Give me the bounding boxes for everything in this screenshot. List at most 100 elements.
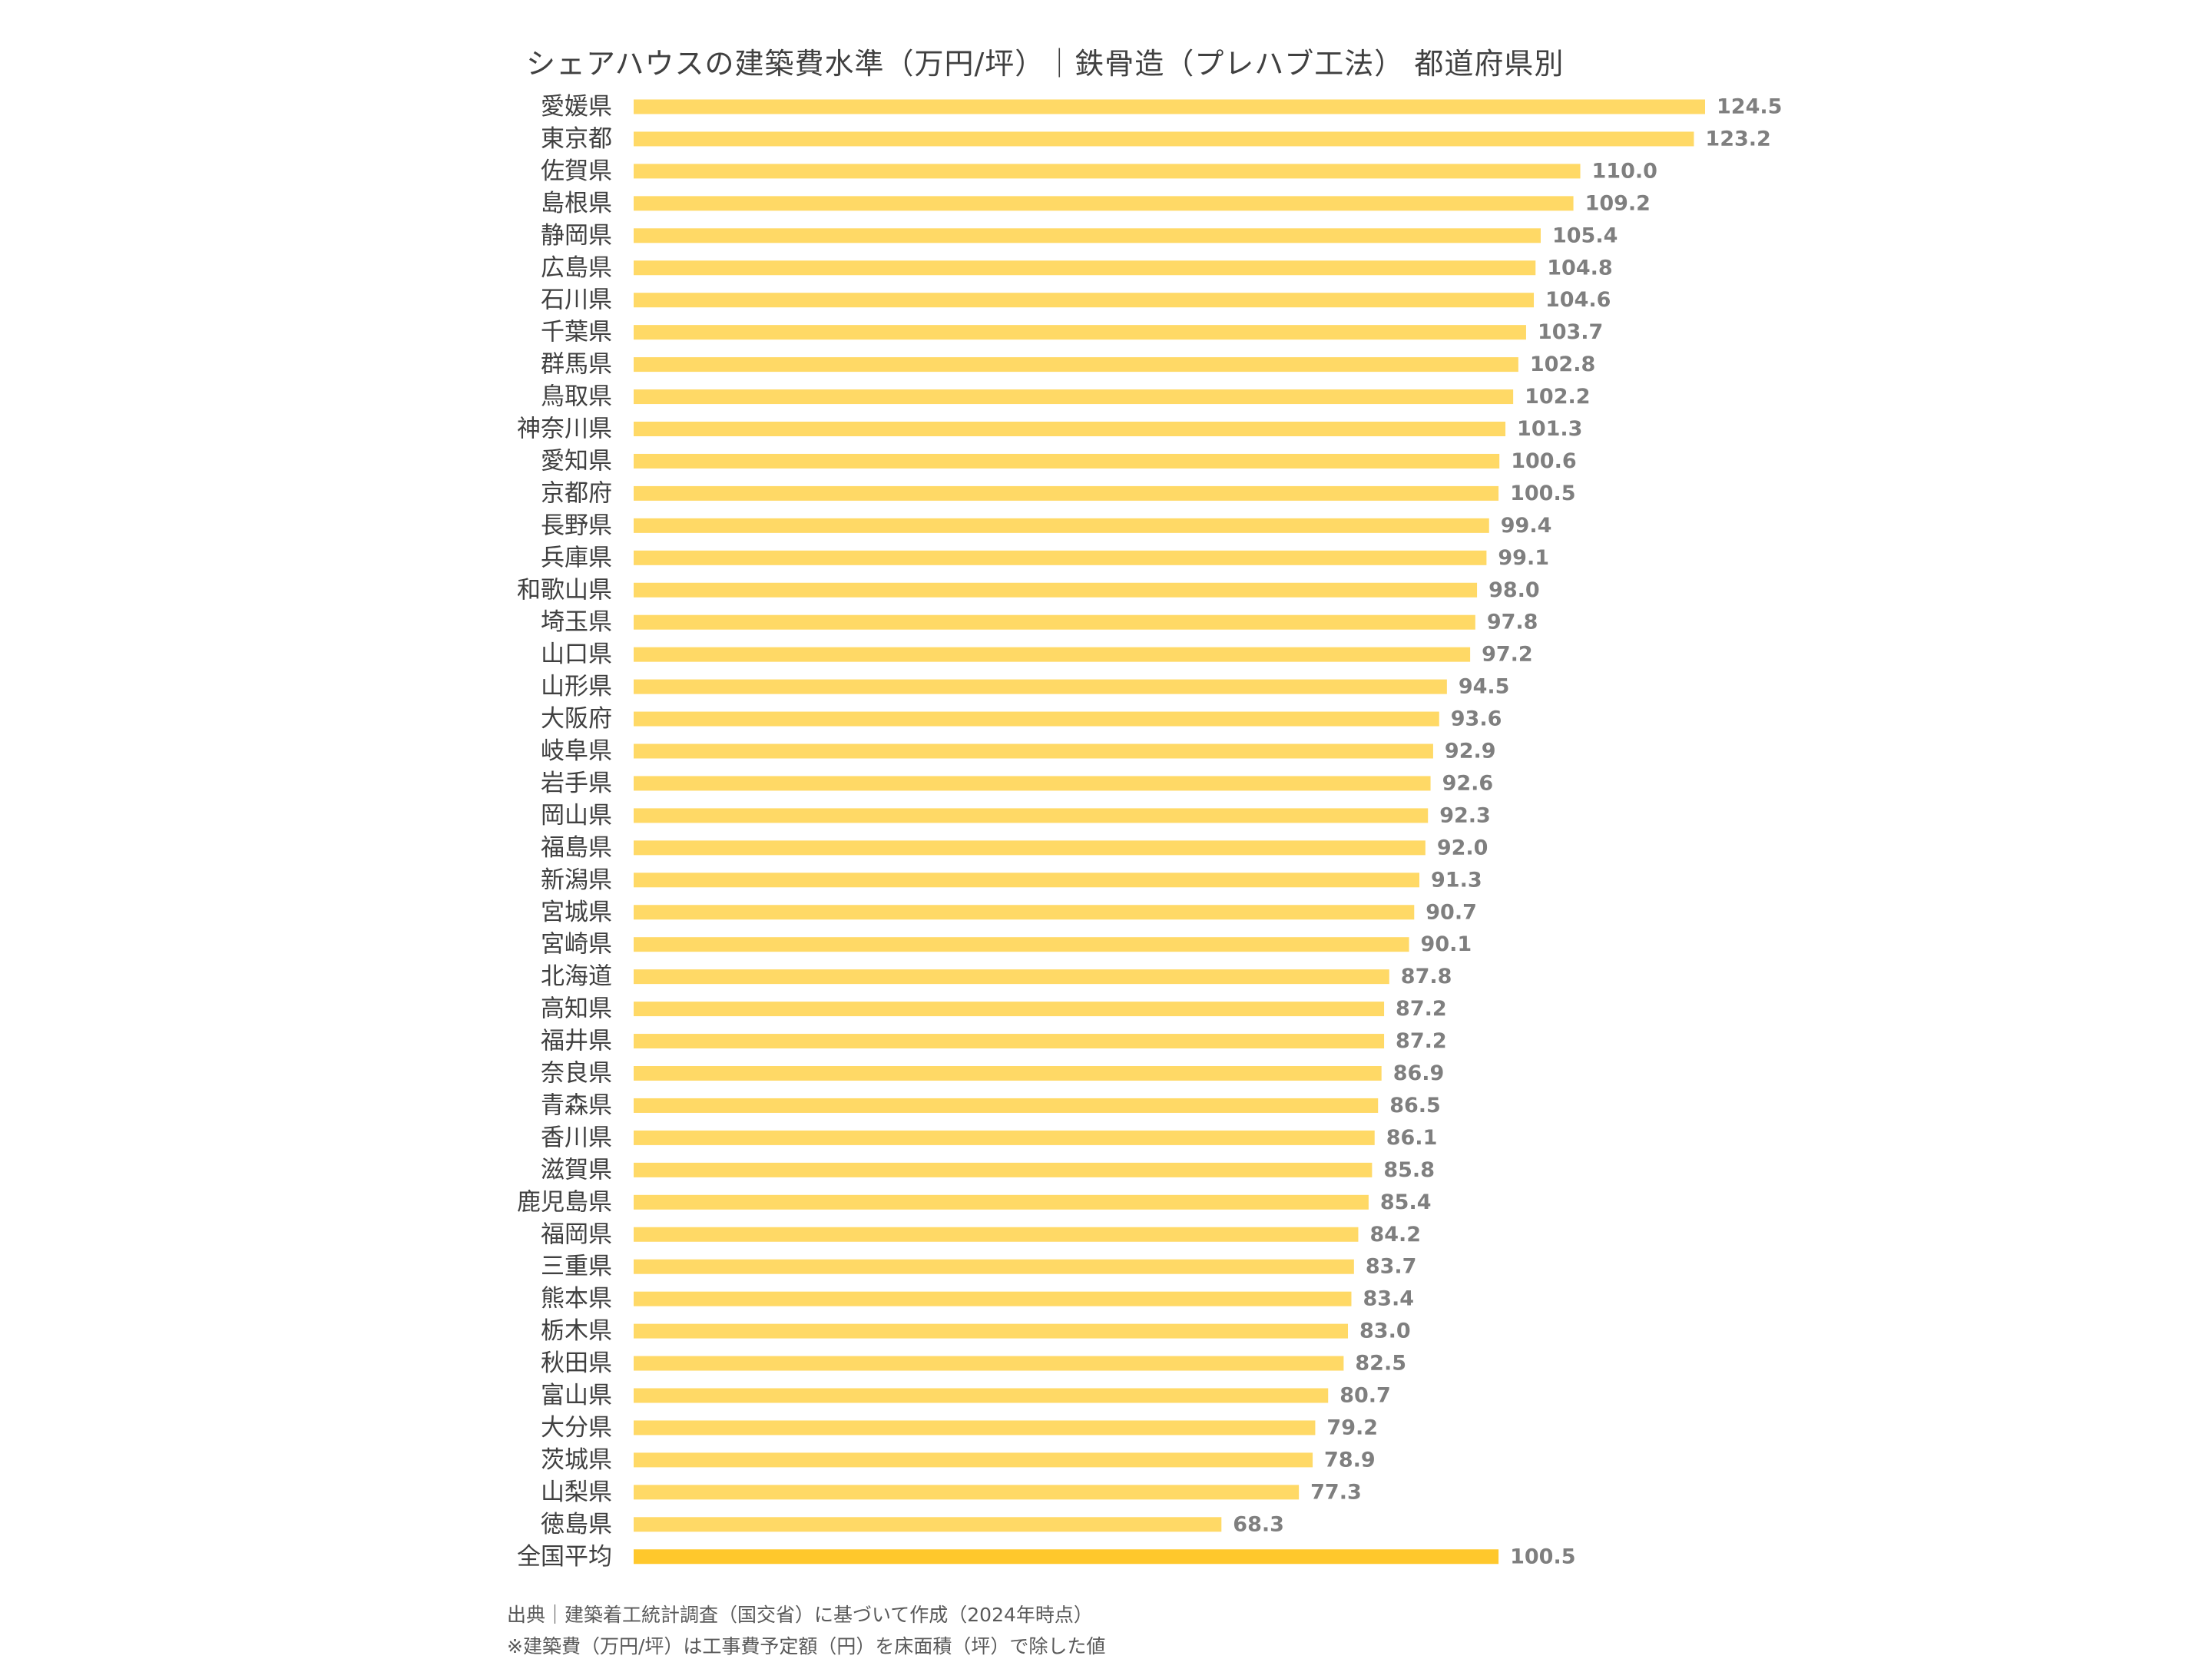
- value-label: 93.6: [1451, 707, 1502, 731]
- category-label: 滋賀県: [541, 1156, 612, 1184]
- value-label: 90.7: [1426, 900, 1477, 924]
- value-label: 100.5: [1510, 482, 1575, 505]
- bar: [634, 1130, 1375, 1145]
- bar-national-average: [634, 1549, 1499, 1565]
- category-label: 高知県: [541, 995, 612, 1023]
- bar: [634, 1485, 1300, 1500]
- value-label: 91.3: [1431, 868, 1482, 892]
- bar: [634, 1066, 1382, 1081]
- bar: [634, 1420, 1316, 1435]
- category-label: 福井県: [541, 1028, 612, 1055]
- category-label: 栃木県: [541, 1317, 612, 1345]
- value-label: 86.5: [1389, 1094, 1441, 1118]
- value-label: 123.2: [1705, 127, 1770, 151]
- bar: [634, 1227, 1359, 1242]
- category-label: 広島県: [541, 254, 612, 282]
- bar: [634, 260, 1536, 276]
- bar: [634, 1259, 1354, 1274]
- value-label: 68.3: [1233, 1512, 1284, 1536]
- bar: [634, 325, 1526, 340]
- bar: [634, 1194, 1369, 1210]
- value-label: 92.0: [1437, 836, 1488, 859]
- value-label: 100.6: [1511, 449, 1576, 473]
- bar: [634, 582, 1478, 598]
- category-label: 山口県: [541, 641, 612, 668]
- value-label: 85.4: [1380, 1190, 1432, 1214]
- value-label: 83.7: [1366, 1255, 1417, 1279]
- category-label: 福岡県: [541, 1220, 612, 1248]
- category-label: 岩手県: [541, 770, 612, 797]
- bar: [634, 1452, 1313, 1468]
- bar: [634, 905, 1415, 920]
- category-label: 島根県: [541, 190, 612, 217]
- value-label: 86.1: [1386, 1126, 1438, 1150]
- value-label: 86.9: [1393, 1061, 1445, 1085]
- bar: [634, 164, 1581, 179]
- value-label: 104.8: [1547, 256, 1612, 280]
- footnote-note: ※建築費（万円/坪）は工事費予定額（円）を床面積（坪）で除した値: [507, 1635, 1106, 1657]
- category-label: 鳥取県: [541, 383, 612, 411]
- value-label: 102.8: [1530, 353, 1595, 376]
- category-label: 岡山県: [541, 802, 612, 830]
- category-label: 群馬県: [541, 351, 612, 379]
- bar: [634, 937, 1409, 952]
- category-label: 愛媛県: [541, 93, 612, 121]
- bar: [634, 1356, 1344, 1371]
- value-label: 97.2: [1482, 643, 1533, 667]
- value-label: 110.0: [1592, 159, 1657, 183]
- value-label: 99.1: [1498, 546, 1549, 570]
- bar: [634, 228, 1541, 243]
- bar: [634, 743, 1433, 759]
- value-label: 101.3: [1517, 417, 1582, 441]
- bar: [634, 776, 1431, 791]
- value-label: 109.2: [1585, 191, 1651, 215]
- category-label: 東京都: [541, 125, 612, 153]
- category-label: 兵庫県: [541, 544, 612, 571]
- category-label: 和歌山県: [517, 576, 612, 604]
- value-label: 87.2: [1396, 1029, 1447, 1053]
- bar: [634, 131, 1694, 147]
- category-label: 鹿児島県: [517, 1188, 612, 1216]
- category-label: 大分県: [541, 1414, 612, 1442]
- value-label: 92.9: [1445, 740, 1496, 763]
- category-label: 奈良県: [541, 1060, 612, 1088]
- value-label: 104.6: [1545, 288, 1611, 312]
- value-label: 84.2: [1369, 1223, 1421, 1247]
- bar: [634, 1323, 1348, 1339]
- category-label: 長野県: [541, 512, 612, 539]
- bar: [634, 293, 1535, 308]
- category-label: 大阪府: [541, 705, 612, 733]
- value-label: 77.3: [1310, 1480, 1362, 1504]
- bar: [634, 873, 1419, 888]
- bar: [634, 808, 1429, 823]
- footnote-source: 出典｜建築着工統計調査（国交省）に基づいて作成（2024年時点）: [507, 1604, 1093, 1626]
- category-label: 徳島県: [541, 1511, 612, 1538]
- category-label: 三重県: [541, 1253, 612, 1280]
- category-label: 宮崎県: [541, 931, 612, 959]
- category-label: 宮城県: [541, 899, 612, 926]
- value-label: 97.8: [1487, 611, 1538, 634]
- category-label: 石川県: [541, 286, 612, 314]
- category-label: 埼玉県: [541, 608, 612, 636]
- value-label: 103.7: [1538, 320, 1603, 344]
- value-label: 94.5: [1459, 675, 1510, 699]
- category-label: 香川県: [541, 1124, 612, 1151]
- category-label: 山梨県: [541, 1479, 612, 1506]
- chart-title: シェアハウスの建築費水準（万円/坪）｜鉄骨造（プレハブ工法） 都道府県別: [526, 47, 1565, 81]
- bar: [634, 1291, 1352, 1306]
- bar: [634, 1388, 1329, 1403]
- bar: [634, 453, 1500, 469]
- bar: [634, 357, 1518, 373]
- bar: [634, 840, 1426, 856]
- category-label: 愛知県: [541, 447, 612, 475]
- value-label: 82.5: [1355, 1352, 1406, 1376]
- value-label: 92.3: [1439, 803, 1491, 827]
- bar: [634, 550, 1487, 565]
- value-label: 85.8: [1383, 1158, 1435, 1182]
- category-label: 全国平均: [517, 1543, 612, 1571]
- bar: [634, 711, 1439, 727]
- category-label: 神奈川県: [517, 416, 612, 443]
- category-label: 京都府: [541, 479, 612, 507]
